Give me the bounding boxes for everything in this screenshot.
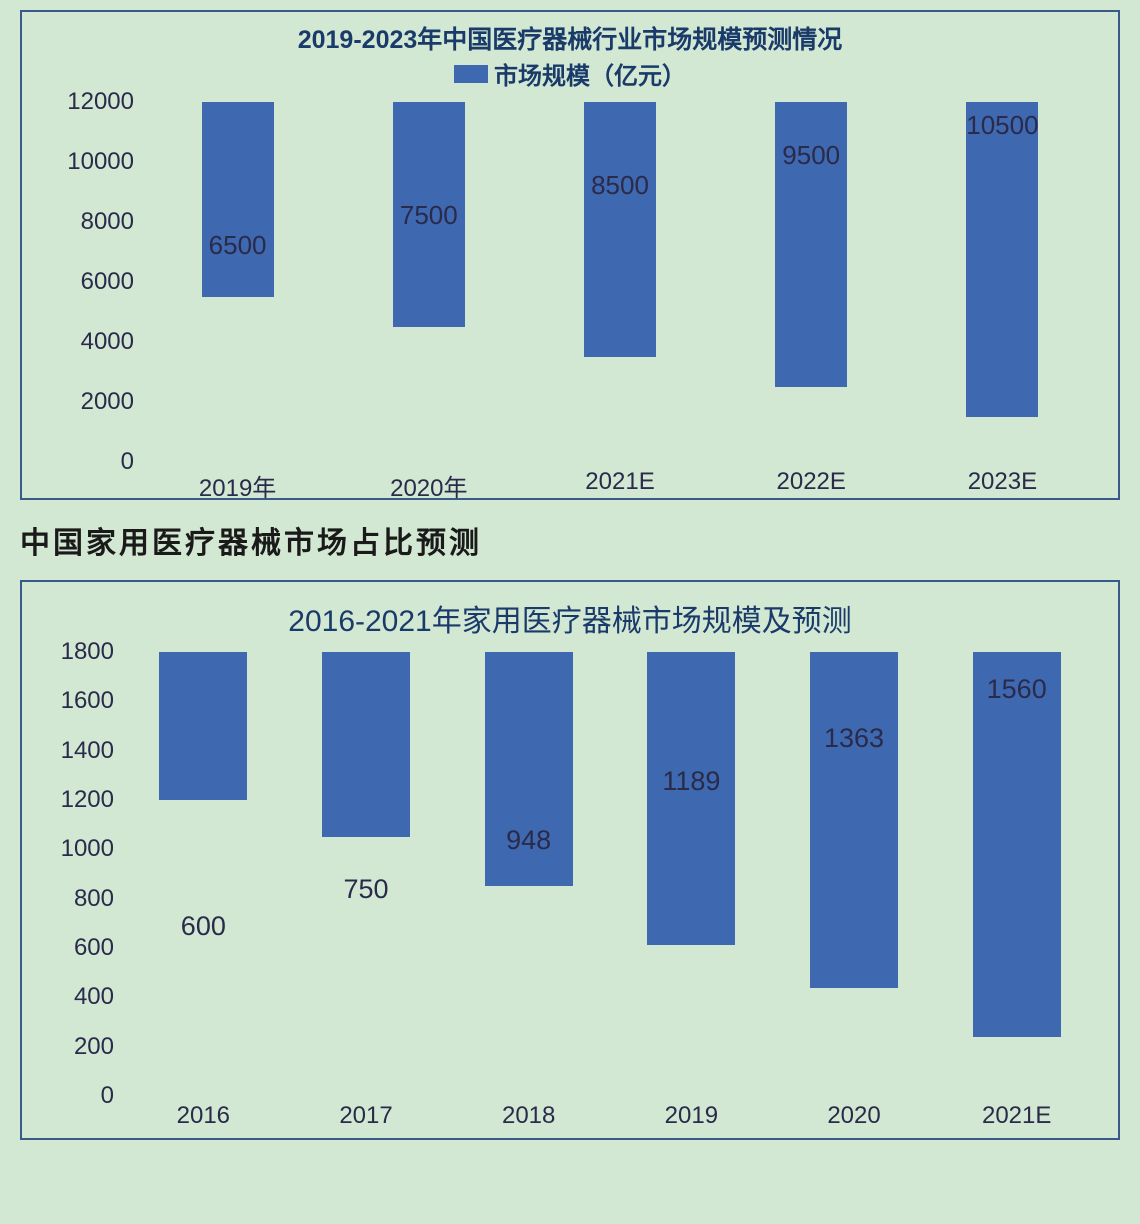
bar-group: 750 bbox=[285, 652, 448, 1096]
bar-value-label: 9500 bbox=[782, 140, 840, 171]
bar-value-label: 7500 bbox=[400, 200, 458, 231]
x-tick-label: 2019年 bbox=[142, 468, 333, 502]
bar-value-label: 8500 bbox=[591, 170, 649, 201]
chart-2-plot: 0200400600800100012001400160018006007509… bbox=[22, 652, 1118, 1138]
bar-group: 1560 bbox=[935, 652, 1098, 1096]
bar-value-label: 948 bbox=[506, 825, 551, 856]
x-axis-labels: 2019年2020年2021E2022E2023E bbox=[142, 462, 1098, 502]
bars-area: 6500 7500 8500 9500 10500 bbox=[142, 102, 1098, 462]
y-tick: 1400 bbox=[61, 737, 114, 765]
legend-swatch bbox=[454, 65, 488, 83]
bar-value-label: 750 bbox=[343, 874, 388, 905]
bar bbox=[810, 652, 898, 988]
y-tick: 0 bbox=[121, 448, 134, 476]
bar-group: 8500 bbox=[524, 102, 715, 462]
bar bbox=[322, 652, 410, 837]
y-tick: 6000 bbox=[81, 268, 134, 296]
bar-group: 10500 bbox=[907, 102, 1098, 462]
y-tick: 12000 bbox=[67, 88, 134, 116]
bar-group: 1189 bbox=[610, 652, 773, 1096]
y-tick: 2000 bbox=[81, 388, 134, 416]
y-tick: 1800 bbox=[61, 638, 114, 666]
bar-value-label: 1363 bbox=[824, 723, 884, 754]
y-axis: 020004000600080001000012000 bbox=[22, 102, 142, 462]
chart-1-legend: 市场规模（亿元） bbox=[22, 56, 1118, 91]
x-tick-label: 2017 bbox=[285, 1102, 448, 1142]
x-tick-label: 2020年 bbox=[333, 468, 524, 502]
bar-value-label: 1189 bbox=[662, 766, 720, 797]
bar-value-label: 10500 bbox=[966, 110, 1038, 141]
section-heading: 中国家用医疗器械市场占比预测 bbox=[20, 518, 1120, 562]
bar bbox=[647, 652, 735, 945]
x-axis-labels: 201620172018201920202021E bbox=[122, 1096, 1098, 1142]
bar bbox=[202, 102, 274, 297]
y-tick: 1600 bbox=[61, 687, 114, 715]
legend-label: 市场规模（亿元） bbox=[494, 56, 686, 91]
x-tick-label: 2016 bbox=[122, 1102, 285, 1142]
x-tick-label: 2023E bbox=[907, 468, 1098, 502]
y-axis: 020040060080010001200140016001800 bbox=[22, 652, 122, 1096]
bar-group: 600 bbox=[122, 652, 285, 1096]
bar-group: 7500 bbox=[333, 102, 524, 462]
chart-1-title: 2019-2023年中国医疗器械行业市场规模预测情况 bbox=[22, 12, 1118, 56]
y-tick: 600 bbox=[74, 934, 114, 962]
bar-group: 9500 bbox=[716, 102, 907, 462]
x-tick-label: 2019 bbox=[610, 1102, 773, 1142]
bar bbox=[973, 652, 1061, 1037]
y-tick: 800 bbox=[74, 885, 114, 913]
y-tick: 400 bbox=[74, 983, 114, 1011]
y-tick: 1200 bbox=[61, 786, 114, 814]
y-tick: 0 bbox=[101, 1082, 114, 1110]
x-tick-label: 2020 bbox=[773, 1102, 936, 1142]
y-tick: 10000 bbox=[67, 148, 134, 176]
x-tick-label: 2022E bbox=[716, 468, 907, 502]
y-tick: 4000 bbox=[81, 328, 134, 356]
chart-1: 2019-2023年中国医疗器械行业市场规模预测情况 市场规模（亿元） 0 200… bbox=[20, 10, 1120, 500]
bars-area: 600 750 948 1189 1363 1560 bbox=[122, 652, 1098, 1096]
x-tick-label: 2018 bbox=[447, 1102, 610, 1142]
bar bbox=[966, 102, 1038, 417]
bar-value-label: 600 bbox=[181, 911, 226, 942]
bar bbox=[159, 652, 247, 800]
bar-group: 948 bbox=[447, 652, 610, 1096]
bar-value-label: 1560 bbox=[987, 674, 1047, 705]
bar-group: 6500 bbox=[142, 102, 333, 462]
bar-value-label: 6500 bbox=[209, 230, 267, 261]
y-tick: 1000 bbox=[61, 835, 114, 863]
x-tick-label: 2021E bbox=[524, 468, 715, 502]
x-tick-label: 2021E bbox=[935, 1102, 1098, 1142]
y-tick: 200 bbox=[74, 1033, 114, 1061]
bar bbox=[584, 102, 656, 357]
y-tick: 8000 bbox=[81, 208, 134, 236]
chart-2-title: 2016-2021年家用医疗器械市场规模及预测 bbox=[22, 582, 1118, 640]
chart-1-plot: 0200040006000800010000120006500750085009… bbox=[22, 102, 1118, 498]
chart-2: 2016-2021年家用医疗器械市场规模及预测 0 200 400 600 800 100… bbox=[20, 580, 1120, 1140]
bar-group: 1363 bbox=[773, 652, 936, 1096]
